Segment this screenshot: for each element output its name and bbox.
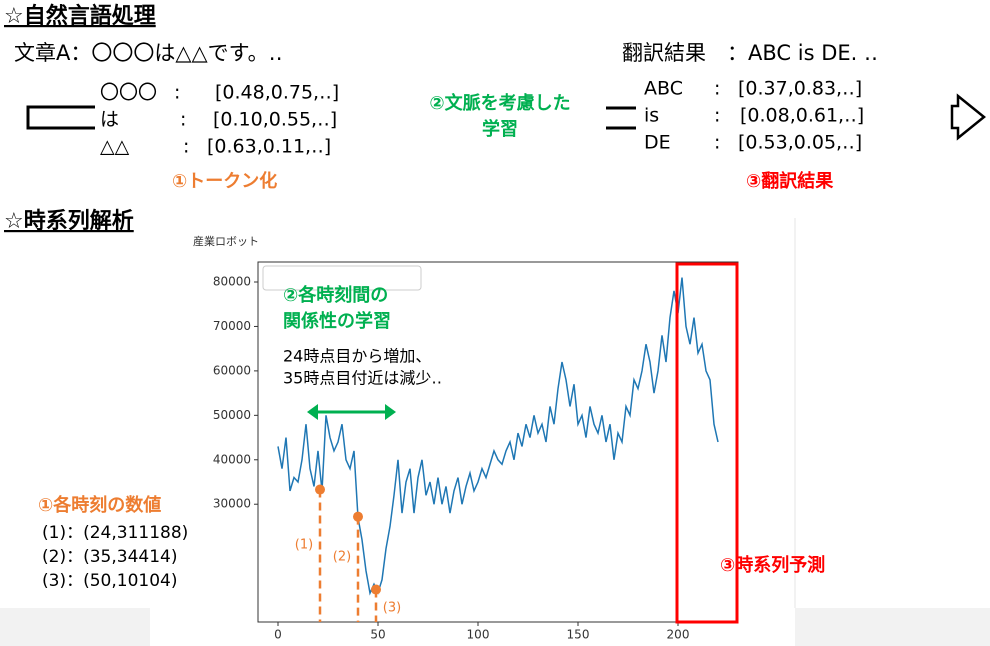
step-label: ②文脈を考慮した — [429, 92, 570, 114]
output-colon: : — [714, 105, 720, 127]
x-tick-label: 100 — [467, 628, 490, 642]
step-label: ③時系列予測 — [720, 554, 825, 576]
forecast-box — [675, 262, 739, 624]
value-line: (1)：(24,311188) — [42, 523, 188, 543]
output-vector: [0.08,0.61,‥] — [740, 105, 864, 127]
token-colon: : — [183, 136, 189, 158]
token-word: △△ — [100, 136, 130, 158]
marker — [353, 511, 363, 522]
series-line — [277, 277, 719, 596]
marker-label: (1) — [295, 538, 313, 553]
sentence: 文章A：〇〇〇は△△です。‥ — [14, 41, 283, 65]
note: 35時点目付近は減少‥ — [283, 369, 442, 388]
y-tick-label: 50000 — [213, 408, 251, 422]
y-tick-label: 70000 — [213, 319, 251, 333]
output-vector: [0.37,0.83,‥] — [738, 78, 862, 100]
token-word: 〇〇〇 — [100, 82, 157, 104]
token-colon: : — [174, 82, 180, 104]
heading: ☆時系列解析 — [4, 208, 134, 234]
note: 24時点目から増加、 — [283, 347, 431, 366]
heading: ☆自然言語処理 — [4, 3, 156, 29]
value-line: (3)：(50,10104) — [42, 571, 177, 591]
step-label: ③翻訳結果 — [746, 170, 834, 192]
token-vector: [0.10,0.55,‥] — [213, 109, 337, 131]
y-tick-label: 60000 — [213, 363, 251, 377]
step-label: ①トークン化 — [172, 170, 277, 192]
marker-label: (3) — [383, 601, 401, 616]
legend-box — [262, 265, 422, 291]
output-vector: [0.53,0.05,‥] — [738, 132, 862, 154]
value-line: (2)：(35,34414) — [42, 547, 177, 567]
bracket — [26, 105, 95, 130]
output-word: is — [644, 105, 659, 127]
step-label: 学習 — [482, 118, 518, 140]
x-tick-label: 0 — [274, 628, 282, 642]
output-word: ABC — [644, 78, 683, 100]
token-word: は — [100, 109, 119, 131]
chart-title: 産業ロボット — [193, 235, 259, 248]
step-label: 関係性の学習 — [283, 310, 391, 332]
token-vector: [0.48,0.75,‥] — [215, 82, 339, 104]
step-label: ②各時刻間の — [283, 284, 388, 306]
marker — [315, 484, 325, 495]
step-label: ①各時刻の数値 — [38, 494, 161, 516]
double-arrow-head — [307, 404, 396, 420]
y-tick-label: 40000 — [213, 452, 251, 466]
x-tick-label: 50 — [370, 628, 385, 642]
plot: 30000 40000 50000 60000 70000 80000 0 50 100 150 2… — [213, 261, 739, 642]
marker-label: (2) — [333, 550, 351, 565]
token-vector: [0.63,0.11,‥] — [207, 136, 331, 158]
y-tick-label: 30000 — [213, 497, 251, 511]
output-colon: : — [714, 132, 720, 154]
next-arrow — [950, 93, 986, 141]
token-colon: : — [180, 109, 186, 131]
marker — [371, 584, 381, 595]
x-tick-label: 200 — [667, 628, 690, 642]
footer-band — [0, 608, 150, 646]
x-tick-label: 150 — [567, 628, 590, 642]
y-tick-label: 80000 — [213, 275, 251, 289]
output-word: DE — [644, 132, 671, 154]
footer-band — [795, 608, 990, 646]
translation: 翻訳結果 ：ABC is DE. ‥ — [622, 41, 878, 65]
output-colon: : — [714, 78, 720, 100]
